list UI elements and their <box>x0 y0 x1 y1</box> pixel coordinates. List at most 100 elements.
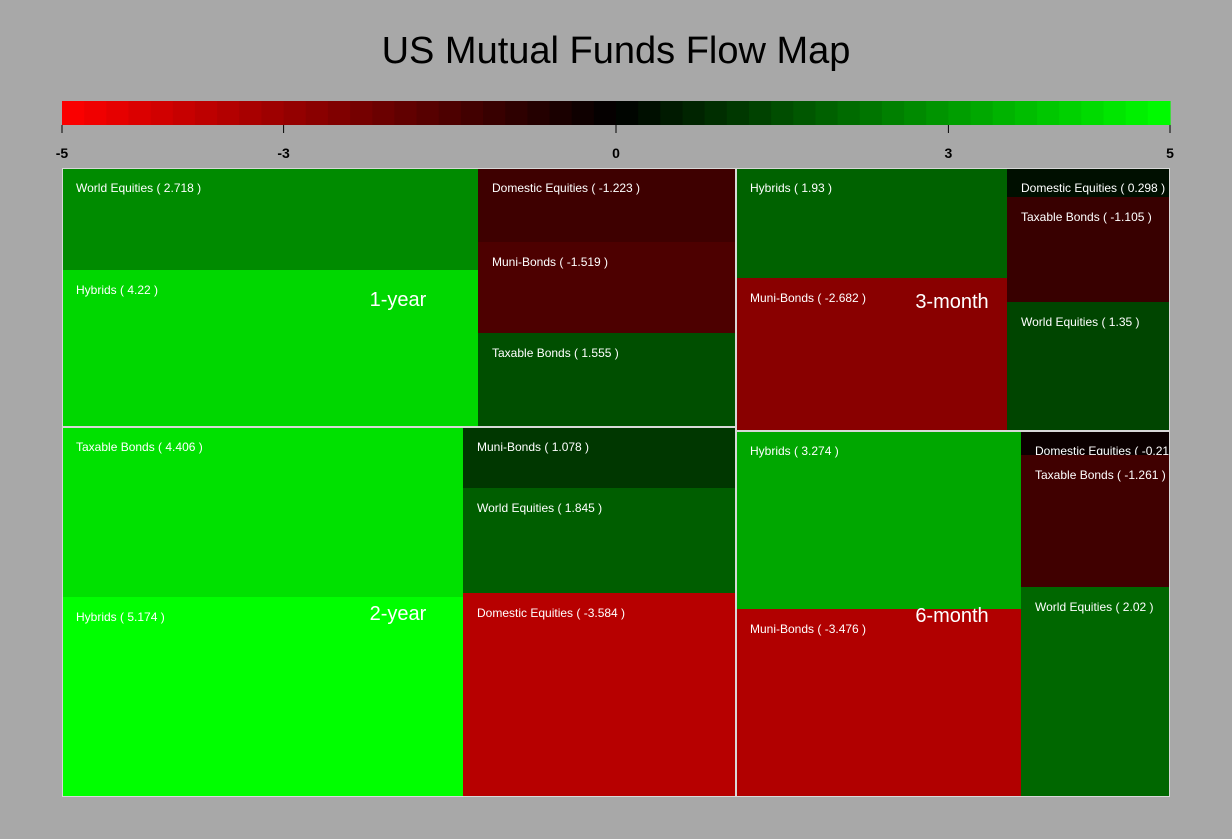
legend-segment <box>926 101 949 125</box>
legend-segment <box>771 101 794 125</box>
treemap-cell-label: Hybrids ( 1.93 ) <box>750 181 832 195</box>
legend-segment <box>571 101 595 125</box>
legend-segment <box>283 101 307 125</box>
treemap-cell-label: Hybrids ( 5.174 ) <box>76 610 165 624</box>
legend-segment <box>172 101 196 125</box>
legend-segment <box>460 101 484 125</box>
treemap-cells: World Equities ( 2.718 ) Hybrids ( 4.22 )… <box>62 168 1170 797</box>
legend-segment <box>194 101 218 125</box>
color-legend: -5 -3 0 3 5 <box>56 101 1174 161</box>
treemap-cell-label: World Equities ( 2.02 ) <box>1035 600 1154 614</box>
legend-segment <box>62 101 85 125</box>
legend-segment <box>217 101 240 125</box>
legend-segment <box>1147 101 1171 125</box>
legend-segment <box>1103 101 1127 125</box>
treemap-cell-label: Domestic Equities ( -1.223 ) <box>492 181 640 195</box>
treemap-cell <box>1021 587 1170 797</box>
treemap-cell <box>62 270 478 427</box>
legend-segment <box>1081 101 1105 125</box>
treemap-cell <box>62 427 463 597</box>
legend-segment <box>793 101 817 125</box>
treemap-cell <box>736 431 1021 609</box>
treemap-cell-label: Domestic Equities ( 0.298 ) <box>1021 181 1165 195</box>
legend-segment <box>416 101 440 125</box>
treemap-group-border <box>62 427 736 797</box>
legend-segment <box>239 101 263 125</box>
legend-segment <box>815 101 839 125</box>
legend-tick-label: -3 <box>277 145 290 161</box>
treemap-cell <box>1007 302 1170 431</box>
treemap-cell <box>1007 168 1170 197</box>
legend-tick-label: -5 <box>56 145 69 161</box>
legend-segment <box>327 101 351 125</box>
treemap-cell-label: Hybrids ( 4.22 ) <box>76 283 158 297</box>
treemap-cell <box>463 488 736 593</box>
legend-segment <box>305 101 329 125</box>
legend-segment <box>350 101 373 125</box>
treemap-cell <box>1021 455 1170 587</box>
chart-title: US Mutual Funds Flow Map <box>381 30 851 72</box>
treemap-cell-label: Muni-Bonds ( -1.519 ) <box>492 255 608 269</box>
treemap-cell-label: World Equities ( 1.35 ) <box>1021 315 1140 329</box>
legend-segment <box>748 101 772 125</box>
legend-segment <box>837 101 861 125</box>
treemap-cell <box>478 242 736 333</box>
legend-segment <box>660 101 684 125</box>
legend-segment <box>549 101 573 125</box>
legend-tick-label: 3 <box>945 145 953 161</box>
treemap-cell <box>62 168 478 270</box>
treemap-cell-label: Muni-Bonds ( -3.476 ) <box>750 622 866 636</box>
treemap-cell <box>736 609 1021 797</box>
legend-segment <box>593 101 617 125</box>
legend-tick-label: 5 <box>1166 145 1174 161</box>
legend-segment <box>150 101 174 125</box>
legend-segment <box>438 101 462 125</box>
legend-segment <box>394 101 418 125</box>
treemap-cell-label: Taxable Bonds ( -1.261 ) <box>1035 468 1166 482</box>
legend-segment <box>505 101 528 125</box>
legend-segment <box>106 101 130 125</box>
treemap-cell <box>463 593 736 797</box>
treemap-cell-label: Hybrids ( 3.274 ) <box>750 444 839 458</box>
legend-segment <box>682 101 706 125</box>
legend-segment <box>859 101 883 125</box>
legend-segment <box>527 101 551 125</box>
treemap-cell-label: World Equities ( 2.718 ) <box>76 181 201 195</box>
legend-segment <box>483 101 506 125</box>
legend-segment <box>638 101 661 125</box>
legend-segment <box>261 101 285 125</box>
treemap-group-border <box>736 431 1170 797</box>
legend-segment <box>128 101 152 125</box>
legend-segment <box>616 101 639 125</box>
legend-segment <box>1037 101 1060 125</box>
legend-segment <box>992 101 1016 125</box>
treemap-group-labels: 1-year 2-year 3-month 6-month <box>62 168 1170 797</box>
treemap-cell-label: World Equities ( 1.845 ) <box>477 501 602 515</box>
legend-tick-label: 0 <box>612 145 620 161</box>
treemap-cell-label: Taxable Bonds ( 1.555 ) <box>492 346 619 360</box>
legend-segment <box>948 101 972 125</box>
legend-segment <box>970 101 994 125</box>
treemap-cell-label: Domestic Equities ( -3.584 ) <box>477 606 625 620</box>
treemap-cell-label: Domestic Equities ( -0.21 <box>1035 444 1169 458</box>
treemap-group-border <box>62 168 736 427</box>
legend-segment <box>704 101 728 125</box>
legend-segment <box>1059 101 1082 125</box>
legend-segment <box>1014 101 1038 125</box>
legend-segment <box>726 101 750 125</box>
treemap-cell <box>62 597 463 797</box>
legend-segment <box>904 101 927 125</box>
treemap-cell-label: Taxable Bonds ( 4.406 ) <box>76 440 203 454</box>
treemap-cell-label: Muni-Bonds ( -2.682 ) <box>750 291 866 305</box>
treemap-cell <box>478 168 736 242</box>
treemap-cell <box>1007 197 1170 302</box>
treemap-cell <box>463 427 736 488</box>
treemap-group-label: 1-year <box>370 289 427 311</box>
treemap-cell <box>1021 431 1170 455</box>
legend-segment <box>84 101 107 125</box>
treemap-group-label: 2-year <box>370 603 427 625</box>
legend-segment <box>881 101 905 125</box>
treemap-cell <box>478 333 736 427</box>
treemap-group-label: 6-month <box>915 605 988 627</box>
